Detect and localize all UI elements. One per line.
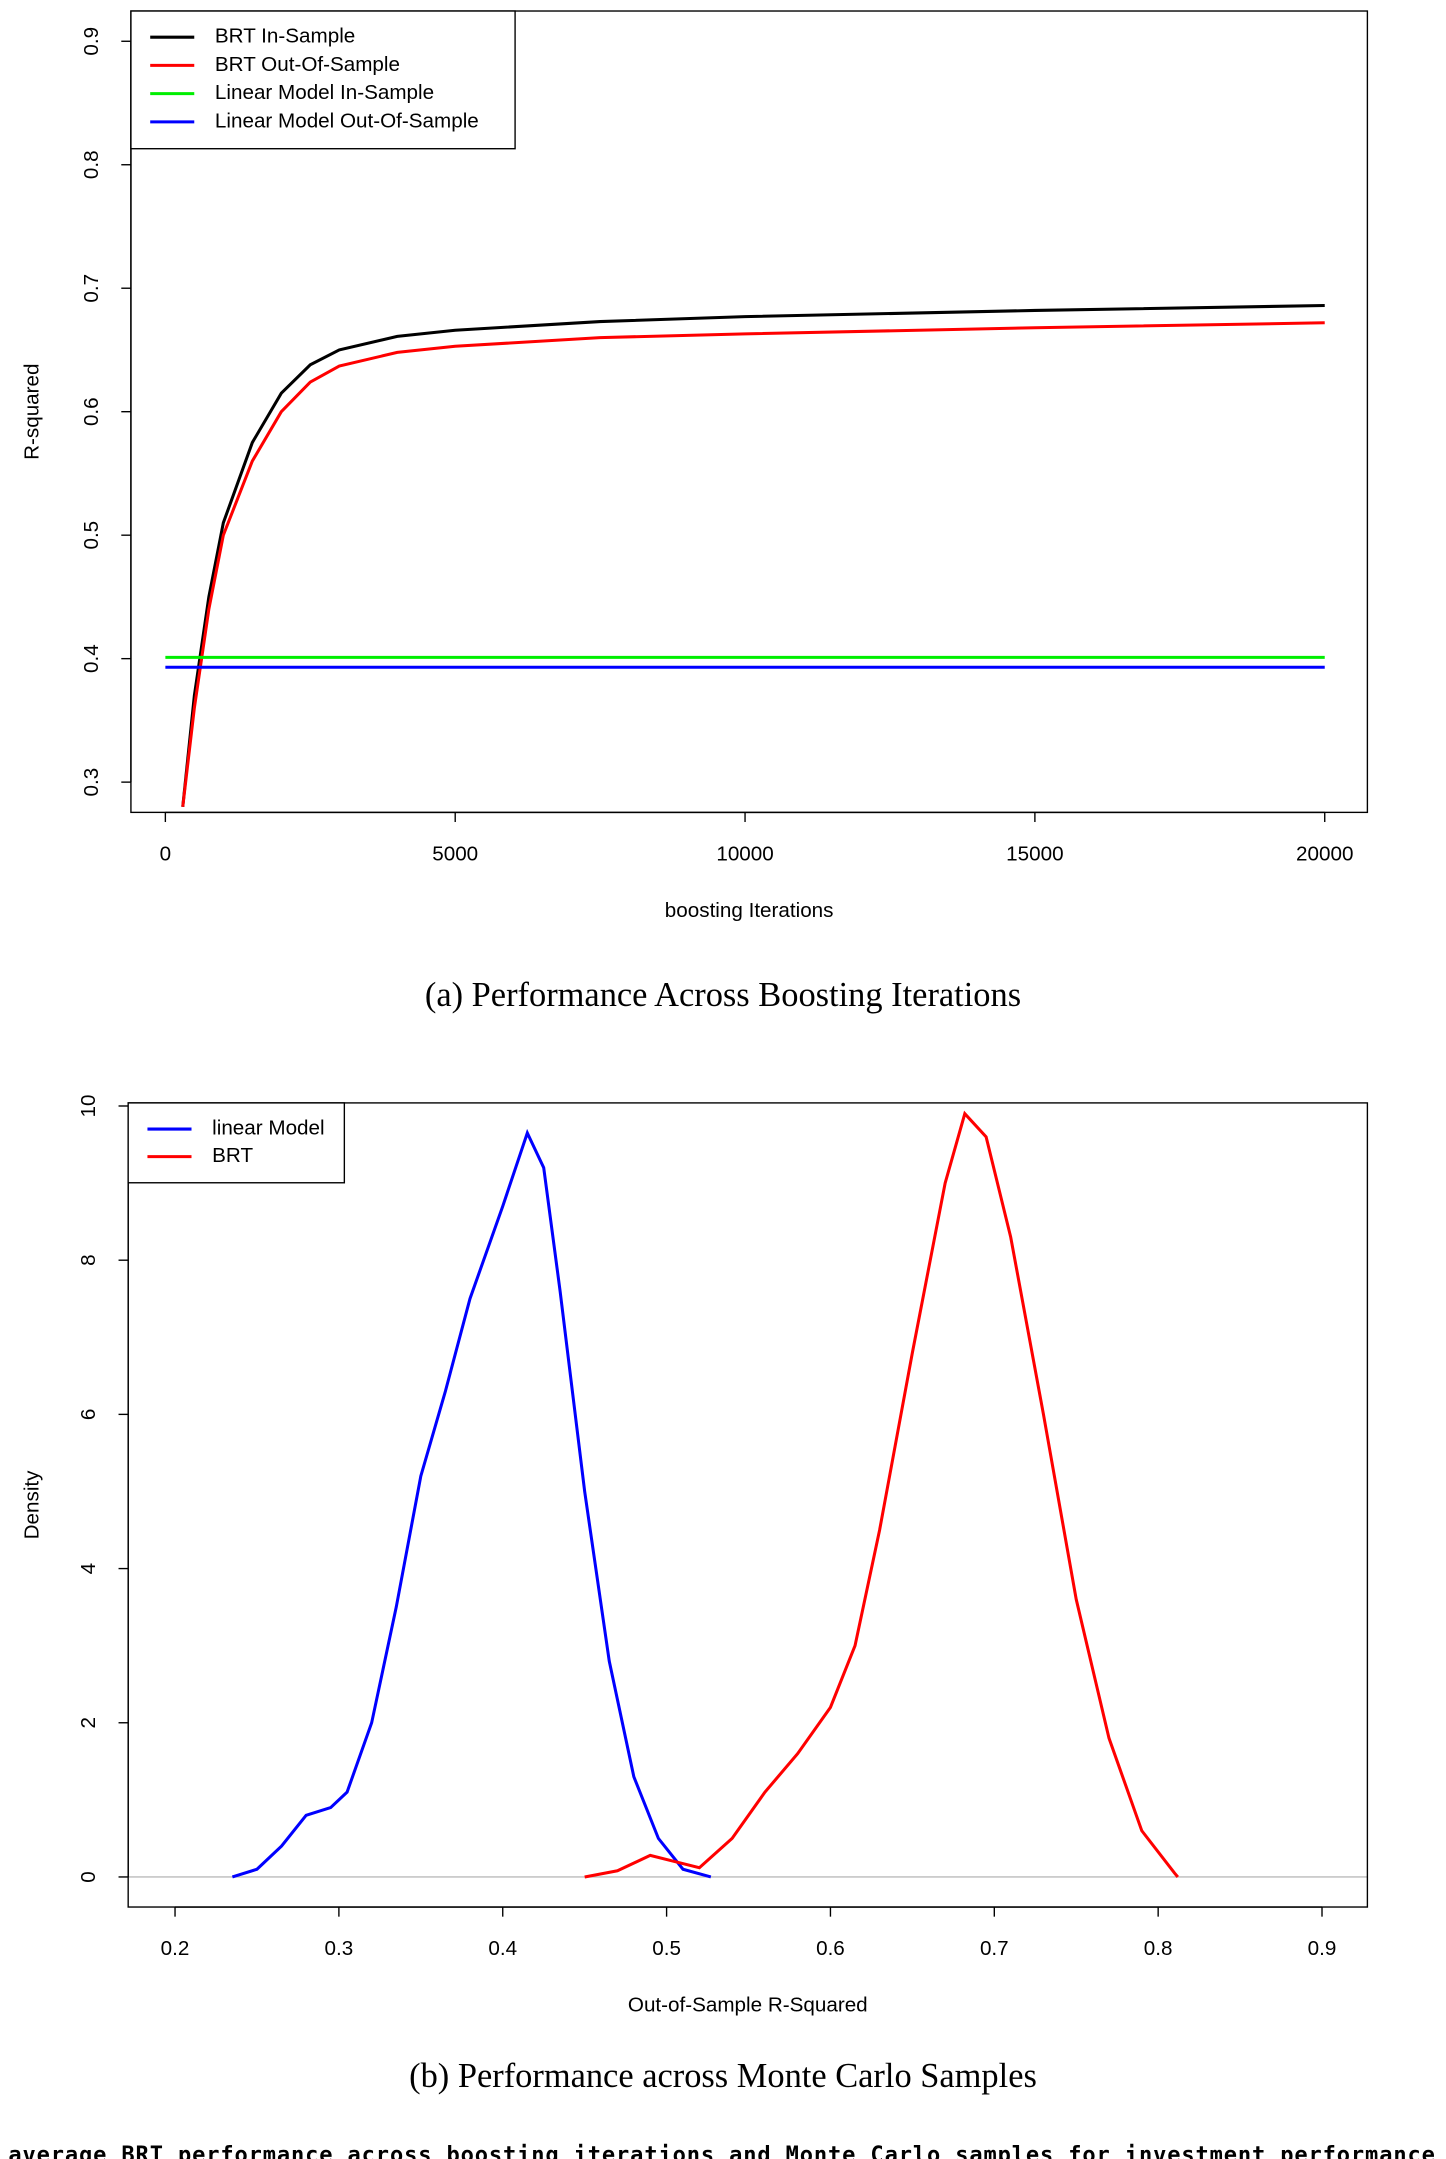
- y-tick-label: 4: [77, 1563, 100, 1574]
- legend-box: [130, 10, 516, 150]
- y-tick-label: 0.4: [80, 644, 103, 673]
- x-tick-label: 0.4: [488, 1937, 517, 1960]
- series-line: [181, 321, 1325, 807]
- x-tick-label: 5000: [432, 843, 478, 866]
- y-axis-label: R-squared: [21, 364, 44, 460]
- x-tick-label: 0.3: [325, 1937, 354, 1960]
- y-tick-label: 0: [77, 1871, 100, 1882]
- x-axis-label: Out-of-Sample R-Squared: [628, 1994, 868, 2017]
- x-tick-label: 20000: [1296, 843, 1353, 866]
- y-tick-label: 0.5: [80, 521, 103, 550]
- legend-label: BRT Out-Of-Sample: [215, 53, 400, 76]
- caption: (b) Performance across Monte Carlo Sampl…: [409, 2057, 1037, 2095]
- y-tick-label: 0.9: [80, 27, 103, 56]
- series-line: [584, 1110, 1179, 1879]
- y-tick-label: 0.6: [80, 397, 103, 426]
- x-tick-label: 0: [160, 843, 171, 866]
- x-tick-label: 0.8: [1144, 1937, 1173, 1960]
- y-axis-label: Density: [21, 1470, 44, 1540]
- y-tick-label: 6: [77, 1409, 100, 1420]
- x-tick-label: 0.6: [816, 1937, 845, 1960]
- caption: (a) Performance Across Boosting Iteratio…: [425, 976, 1021, 1014]
- y-tick-label: 0.8: [80, 150, 103, 179]
- y-tick-label: 0.7: [80, 274, 103, 303]
- x-tick-label: 0.5: [652, 1937, 681, 1960]
- legend-box: [127, 1102, 346, 1184]
- figure-caption: average BRT performance across boosting …: [8, 2143, 1434, 2159]
- x-tick-label: 0.9: [1308, 1937, 1337, 1960]
- legend-label: linear Model: [212, 1117, 324, 1140]
- x-tick-label: 0.7: [980, 1937, 1009, 1960]
- x-tick-label: 10000: [716, 843, 773, 866]
- legend-label: Linear Model Out-Of-Sample: [215, 109, 479, 132]
- y-tick-label: 8: [77, 1254, 100, 1265]
- plot-frame: [127, 1102, 1369, 1908]
- series-line: [181, 303, 1325, 807]
- legend-label: BRT In-Sample: [215, 25, 355, 48]
- series-line: [231, 1128, 712, 1879]
- x-tick-label: 0.2: [161, 1937, 190, 1960]
- x-axis-label: boosting Iterations: [665, 899, 834, 922]
- x-tick-label: 15000: [1006, 843, 1063, 866]
- y-tick-label: 2: [77, 1717, 100, 1728]
- legend-label: BRT: [212, 1144, 253, 1167]
- y-tick-label: 10: [77, 1095, 100, 1118]
- y-tick-label: 0.3: [80, 768, 103, 797]
- legend-label: Linear Model In-Sample: [215, 81, 434, 104]
